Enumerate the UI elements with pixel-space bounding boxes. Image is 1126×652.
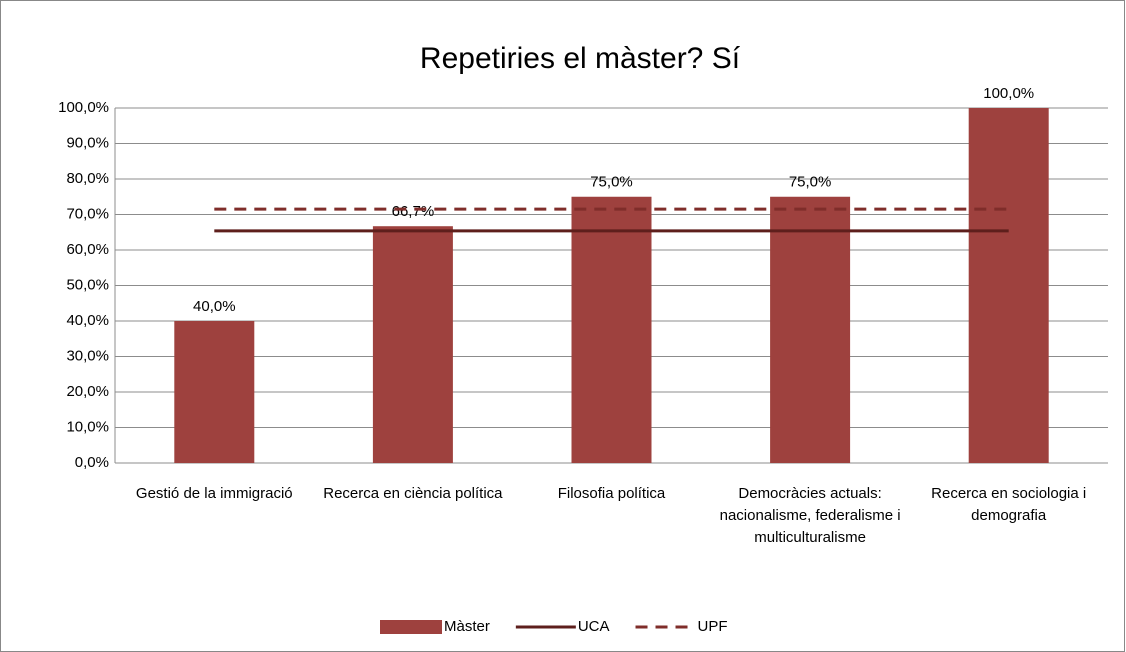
y-tick-label: 0,0% [75,454,109,471]
data-label: 40,0% [193,298,236,315]
bar [770,196,851,463]
x-tick-label: Democràcies actuals: nacionalisme, feder… [719,485,901,546]
chart-title: Repetiries el màster? Sí [420,42,741,75]
x-tick-label: Recerca en ciència política [323,485,503,502]
y-tick-label: 10,0% [66,418,109,435]
x-tick-label: Recerca en sociologia i demografia [931,485,1087,524]
x-tick-label: Gestió de la immigració [135,485,293,502]
legend-swatch [380,620,442,634]
y-tick-label: 20,0% [66,383,109,400]
bar [372,226,453,463]
bar [968,108,1049,463]
bar [174,321,255,463]
x-tick-label: Filosofia política [557,485,666,502]
data-label: 66,7% [392,203,435,220]
y-tick-label: 50,0% [66,276,109,293]
y-tick-label: 90,0% [66,134,109,151]
y-tick-label: 100,0% [58,99,109,116]
y-tick-label: 70,0% [66,205,109,222]
legend-label: Màster [444,618,490,635]
y-tick-label: 60,0% [66,241,109,258]
y-tick-label: 30,0% [66,347,109,364]
data-label: 100,0% [983,85,1034,102]
y-tick-label: 80,0% [66,170,109,187]
data-label: 75,0% [590,174,633,191]
legend-label: UPF [698,618,728,635]
legend-label: UCA [578,618,610,635]
y-tick-label: 40,0% [66,312,109,329]
data-label: 75,0% [789,174,832,191]
bar [571,196,652,463]
